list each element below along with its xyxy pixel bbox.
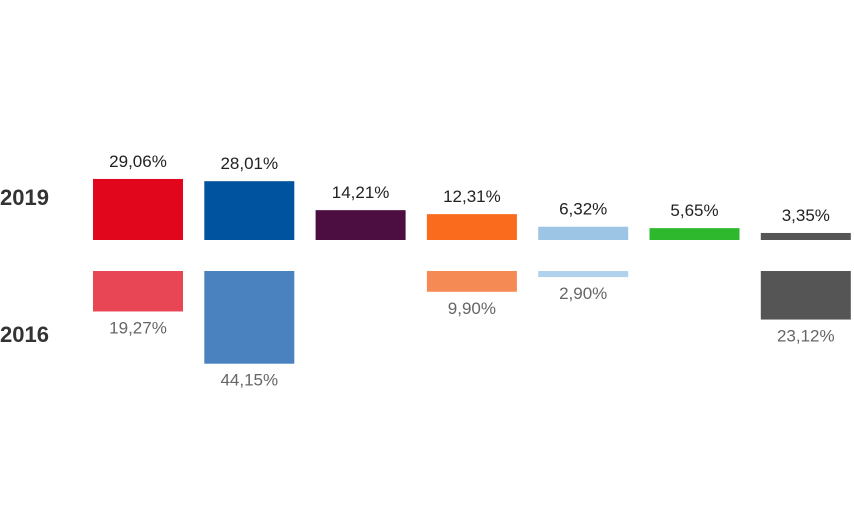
bar-2016-3 <box>426 271 517 292</box>
bar-2016-1 <box>204 271 295 364</box>
bar-group: 29,06% 19,27% 28,01% 44,15% 14,21% 12,31% 9,90… <box>93 152 851 390</box>
data-label-2019-1: 28,01% <box>220 154 278 173</box>
data-label-2016-4: 2,90% <box>559 284 607 303</box>
data-label-2016-3: 9,90% <box>448 299 496 318</box>
bar-2016-6 <box>760 271 851 320</box>
data-label-2019-0: 29,06% <box>109 152 167 171</box>
bar-2019-5 <box>649 228 740 240</box>
year-label-2019: 2019 <box>0 185 49 210</box>
bar-2019-3 <box>426 214 517 240</box>
bar-2019-6 <box>760 232 851 240</box>
data-label-2019-3: 12,31% <box>443 187 501 206</box>
bar-2019-4 <box>538 226 629 240</box>
data-label-2016-1: 44,15% <box>220 371 278 390</box>
bar-2019-0 <box>93 178 183 240</box>
data-label-2016-0: 19,27% <box>109 318 167 337</box>
bar-2019-1 <box>204 181 295 240</box>
data-label-2019-2: 14,21% <box>332 183 390 202</box>
bar-2016-4 <box>538 271 629 278</box>
bar-2019-2 <box>315 210 406 240</box>
year-label-2016: 2016 <box>0 322 49 347</box>
bar-2016-0 <box>93 271 183 312</box>
data-label-2019-6: 3,35% <box>782 206 830 225</box>
data-label-2019-5: 5,65% <box>670 201 718 220</box>
data-label-2016-6: 23,12% <box>777 327 835 346</box>
data-label-2019-4: 6,32% <box>559 200 607 219</box>
